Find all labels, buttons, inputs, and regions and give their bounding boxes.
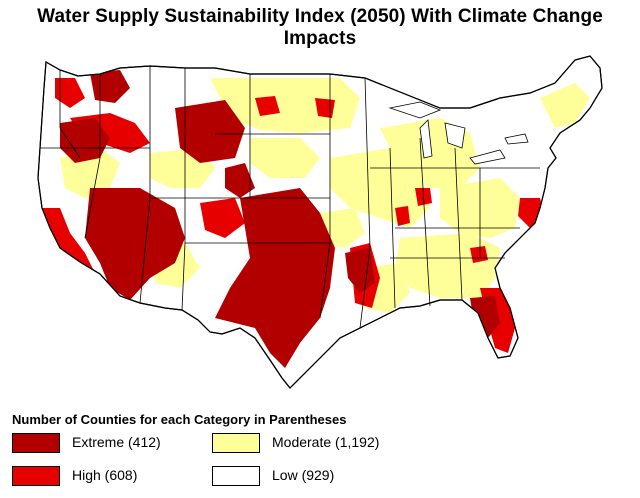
- legend-swatch-low: [212, 466, 260, 486]
- legend-label-moderate: Moderate (1,192): [272, 434, 380, 450]
- legend-label-high: High (608): [72, 467, 138, 483]
- extreme-regions: [60, 70, 500, 368]
- state-borders: [40, 66, 540, 329]
- us-counties-map: [37, 55, 603, 389]
- map-title: Water Supply Sustainability Index (2050)…: [37, 6, 603, 49]
- legend-swatch-extreme: [12, 433, 60, 453]
- legend-swatch-high: [12, 466, 60, 486]
- great-lakes: [388, 101, 529, 165]
- legend-label-extreme: Extreme (412): [72, 434, 161, 450]
- us-border: [37, 55, 603, 389]
- legend-title: Number of Counties for each Category in …: [12, 412, 347, 427]
- legend-swatch-moderate: [212, 433, 260, 453]
- legend-label-low: Low (929): [272, 467, 335, 483]
